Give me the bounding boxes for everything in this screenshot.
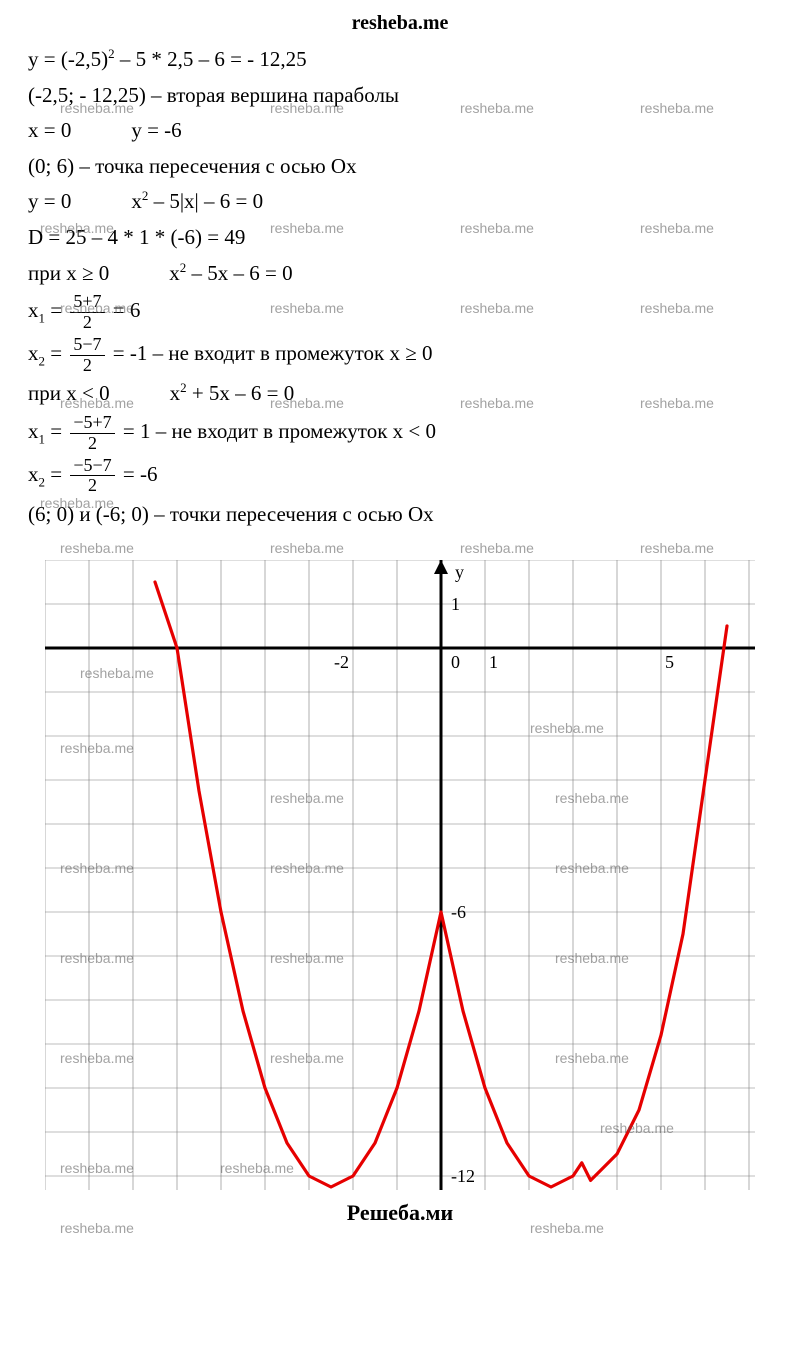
- fraction: −5−72: [70, 456, 114, 497]
- denominator: 2: [70, 313, 104, 333]
- svg-text:0: 0: [451, 652, 460, 672]
- text-line: (6; 0) и (-6; 0) – точки пересечения с о…: [28, 498, 772, 532]
- text-line: (-2,5; - 12,25) – вторая вершина парабол…: [28, 79, 772, 113]
- txt: y = (-2,5): [28, 47, 108, 71]
- function-plot: y -2 0 1 5 1 -6 -12: [45, 560, 755, 1190]
- text-line: y = 0x2 – 5|x| – 6 = 0: [28, 185, 772, 219]
- fraction: 5+72: [70, 292, 104, 333]
- numerator: −5−7: [70, 456, 114, 477]
- text-line: х = 0 y = -6: [28, 114, 772, 148]
- txt: при х ≥ 0: [28, 261, 109, 285]
- denominator: 2: [70, 476, 114, 496]
- svg-text:-2: -2: [334, 652, 349, 672]
- solution-text: y = (-2,5)2 – 5 * 2,5 – 6 = - 12,25 (-2,…: [0, 43, 800, 532]
- denominator: 2: [70, 356, 104, 376]
- txt: x: [131, 189, 142, 213]
- numerator: 5+7: [70, 292, 104, 313]
- txt: = -6: [118, 462, 158, 486]
- txt: х = 0: [28, 118, 71, 142]
- txt: = 6: [108, 298, 141, 322]
- svg-text:y: y: [455, 562, 464, 582]
- text-line: y = (-2,5)2 – 5 * 2,5 – 6 = - 12,25: [28, 43, 772, 77]
- txt: + 5х – 6 = 0: [187, 381, 295, 405]
- watermark-text: resheba.me: [60, 540, 134, 556]
- txt: – 5|x| – 6 = 0: [148, 189, 263, 213]
- watermark-text: resheba.me: [460, 540, 534, 556]
- txt: x: [169, 261, 180, 285]
- denominator: 2: [70, 434, 114, 454]
- fraction: −5+72: [70, 413, 114, 454]
- txt: = -1 – не входит в промежуток х ≥ 0: [108, 341, 433, 365]
- text-line: при х ≥ 0x2 – 5х – 6 = 0: [28, 257, 772, 291]
- page-footer: Решеба.ми: [0, 1200, 800, 1226]
- text-line: x1 = 5+72 = 6: [28, 292, 772, 333]
- text-line: x1 = −5+72 = 1 – не входит в промежуток …: [28, 413, 772, 454]
- txt: x: [28, 298, 39, 322]
- text-line: (0; 6) – точка пересечения с осью Ох: [28, 150, 772, 184]
- txt: – 5 * 2,5 – 6 = - 12,25: [115, 47, 307, 71]
- txt: – 5х – 6 = 0: [186, 261, 292, 285]
- watermark-text: resheba.me: [270, 540, 344, 556]
- svg-text:-6: -6: [451, 902, 466, 922]
- txt: x: [170, 381, 181, 405]
- txt: = 1 – не входит в промежуток х < 0: [118, 419, 436, 443]
- txt: x: [28, 462, 39, 486]
- txt: x: [28, 341, 39, 365]
- text-line: x 2 = −5−72 = -6: [28, 456, 772, 497]
- watermark-text: resheba.me: [640, 540, 714, 556]
- txt: =: [45, 462, 67, 486]
- txt: y = 0: [28, 189, 71, 213]
- svg-text:1: 1: [489, 652, 498, 672]
- chart-container: y -2 0 1 5 1 -6 -12: [45, 560, 755, 1190]
- text-line: при х < 0x2 + 5х – 6 = 0: [28, 377, 772, 411]
- numerator: 5−7: [70, 335, 104, 356]
- txt: =: [45, 419, 67, 443]
- text-line: x 2 = 5−72 = -1 – не входит в промежуток …: [28, 335, 772, 376]
- txt: при х < 0: [28, 381, 110, 405]
- svg-text:5: 5: [665, 652, 674, 672]
- txt: x: [28, 419, 39, 443]
- numerator: −5+7: [70, 413, 114, 434]
- svg-text:-12: -12: [451, 1166, 475, 1186]
- txt: =: [45, 298, 67, 322]
- fraction: 5−72: [70, 335, 104, 376]
- svg-text:1: 1: [451, 594, 460, 614]
- text-line: D = 25 – 4 * 1 * (-6) = 49: [28, 221, 772, 255]
- txt: y = -6: [131, 118, 181, 142]
- txt: =: [45, 341, 67, 365]
- page-header: resheba.me: [0, 0, 800, 43]
